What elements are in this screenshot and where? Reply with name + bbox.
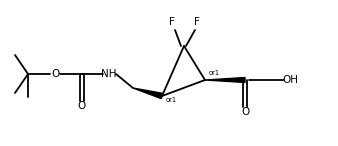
Text: O: O — [78, 101, 86, 111]
Text: F: F — [194, 17, 200, 27]
Text: O: O — [241, 107, 249, 117]
Text: O: O — [51, 69, 59, 79]
Text: NH: NH — [101, 69, 117, 79]
Text: F: F — [169, 17, 175, 27]
Text: or1: or1 — [209, 70, 220, 76]
Text: or1: or1 — [166, 97, 177, 103]
Polygon shape — [205, 78, 245, 82]
Polygon shape — [133, 88, 163, 99]
Text: OH: OH — [282, 75, 298, 85]
